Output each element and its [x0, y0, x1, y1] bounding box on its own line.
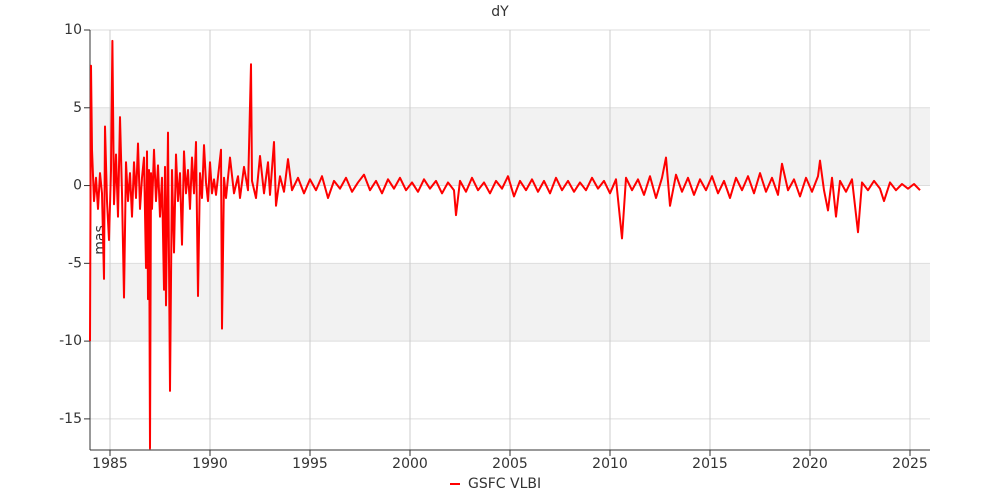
legend-label: GSFC VLBI: [468, 476, 541, 492]
x-tick-label: 2020: [792, 456, 828, 472]
y-tick-label: 0: [73, 178, 82, 194]
x-tick-label: 2015: [692, 456, 728, 472]
data-line: [89, 39, 921, 450]
x-tick-label: 2000: [392, 456, 428, 472]
plot-background: [90, 29, 930, 450]
x-tick-label: 1995: [292, 456, 328, 472]
chart-title: dY: [491, 4, 509, 20]
x-tick-label: 2010: [592, 456, 628, 472]
y-tick-label: 5: [73, 100, 82, 116]
y-tick-label: 10: [64, 22, 82, 38]
y-tick-label: -10: [59, 333, 82, 349]
y-axis-label: mas: [92, 225, 108, 255]
x-tick-label: 2025: [892, 456, 928, 472]
x-tick-label: 2005: [492, 456, 528, 472]
y-tick-label: -5: [68, 255, 82, 271]
x-tick-label: 1985: [92, 456, 128, 472]
y-tick-label: -15: [59, 411, 82, 427]
x-tick-label: 1990: [192, 456, 228, 472]
